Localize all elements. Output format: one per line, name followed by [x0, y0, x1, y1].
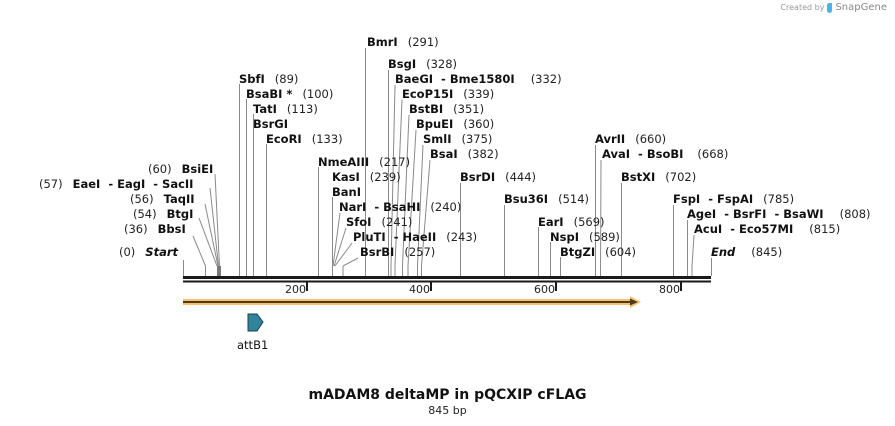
- site-smli[interactable]: SmlI (375): [423, 132, 493, 146]
- site-nmeaiii[interactable]: NmeAIII (217): [318, 155, 411, 169]
- site-eari[interactable]: EarI (569): [538, 215, 605, 229]
- ruler-label-600: 600: [534, 283, 555, 296]
- site-sfoi[interactable]: SfoI (241): [346, 215, 413, 229]
- attb1-feature-arrow[interactable]: [247, 313, 264, 332]
- map-title: mADAM8 deltaMP in pQCXIP cFLAG: [308, 387, 587, 403]
- site-bsai[interactable]: BsaI (382): [430, 147, 499, 161]
- site-avrii[interactable]: AvrII (660): [595, 132, 667, 146]
- site-bsgi[interactable]: BsgI (328): [388, 57, 458, 71]
- ruler-label-200: 200: [285, 283, 306, 296]
- site-tati[interactable]: TatI (113): [253, 102, 318, 116]
- site-acui-eco57mi[interactable]: AcuI - Eco57MI (815): [694, 222, 841, 236]
- site-bpuei[interactable]: BpuEI (360): [416, 117, 495, 131]
- site-btgzi[interactable]: BtgZI (604): [560, 245, 637, 259]
- site-nari-bsahi[interactable]: NarI - BsaHI (240): [339, 200, 462, 214]
- site-bsrbi[interactable]: BsrBI (257): [360, 245, 436, 259]
- site-bbsi[interactable]: (36) BbsI: [124, 222, 186, 236]
- site-baegi-bme1580i[interactable]: BaeGI - Bme1580I (332): [395, 72, 562, 86]
- ruler-label-800: 800: [659, 283, 680, 296]
- orf-feature-arrow[interactable]: [183, 296, 641, 308]
- site-bmri[interactable]: BmrI (291): [367, 35, 439, 49]
- site-bsabi[interactable]: BsaBI * (100): [246, 87, 334, 101]
- site-start: (0) Start: [119, 245, 179, 259]
- site-bstbi[interactable]: BstBI (351): [409, 102, 485, 116]
- site-fspi-fspai[interactable]: FspI - FspAI (785): [673, 192, 795, 206]
- site-bsrgi[interactable]: BsrGI: [253, 117, 288, 131]
- site-avai-bsobi[interactable]: AvaI - BsoBI (668): [602, 147, 729, 161]
- site-end: End (845): [711, 245, 783, 259]
- site-ecop15i[interactable]: EcoP15I (339): [402, 87, 495, 101]
- site-pluti-haeii[interactable]: PluTI - HaeII (243): [353, 230, 478, 244]
- ruler-ticks: [306, 282, 682, 291]
- site-bani[interactable]: BanI: [332, 185, 361, 199]
- leader-lines: [183, 48, 712, 277]
- site-ecori[interactable]: EcoRI (133): [266, 132, 343, 146]
- site-bsrdi[interactable]: BsrDI (444): [460, 170, 537, 184]
- site-bsu36i[interactable]: Bsu36I (514): [504, 192, 590, 206]
- dna-backbone: [183, 276, 711, 283]
- site-nspi[interactable]: NspI (589): [550, 230, 620, 244]
- site-btgi[interactable]: (54) BtgI: [133, 207, 194, 221]
- attb1-feature-label[interactable]: attB1: [237, 338, 269, 352]
- site-eaei-eagi-sacii[interactable]: (57) EaeI - EagI - SacII: [39, 177, 194, 191]
- snapgene-branding: Created by SnapGene: [780, 2, 887, 13]
- site-kasi[interactable]: KasI (239): [332, 170, 401, 184]
- sequence-length: 845 bp: [428, 404, 467, 417]
- site-bsiei[interactable]: (60) BsiEI: [148, 162, 214, 176]
- snapgene-logo-icon: [827, 2, 833, 13]
- site-bstxi[interactable]: BstXI (702): [621, 170, 697, 184]
- site-agei-bsrfi-bsawi[interactable]: AgeI - BsrFI - BsaWI (808): [687, 207, 871, 221]
- ruler-label-400: 400: [409, 283, 430, 296]
- site-sbfi[interactable]: SbfI (89): [239, 72, 299, 86]
- site-taqii[interactable]: (56) TaqII: [130, 192, 195, 206]
